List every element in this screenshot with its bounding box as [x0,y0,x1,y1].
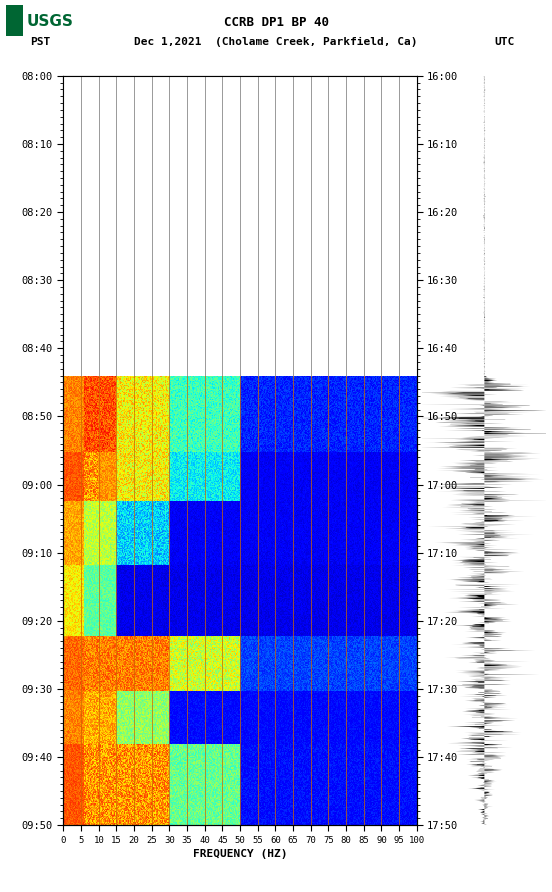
Text: Dec 1,2021  (Cholame Creek, Parkfield, Ca): Dec 1,2021 (Cholame Creek, Parkfield, Ca… [134,37,418,47]
Text: CCRB DP1 BP 40: CCRB DP1 BP 40 [224,16,328,29]
Text: USGS: USGS [26,14,73,29]
X-axis label: FREQUENCY (HZ): FREQUENCY (HZ) [193,848,288,859]
Bar [6,4,23,37]
Text: PST: PST [30,37,51,47]
Bar [63,76,417,376]
Text: UTC: UTC [494,37,514,47]
